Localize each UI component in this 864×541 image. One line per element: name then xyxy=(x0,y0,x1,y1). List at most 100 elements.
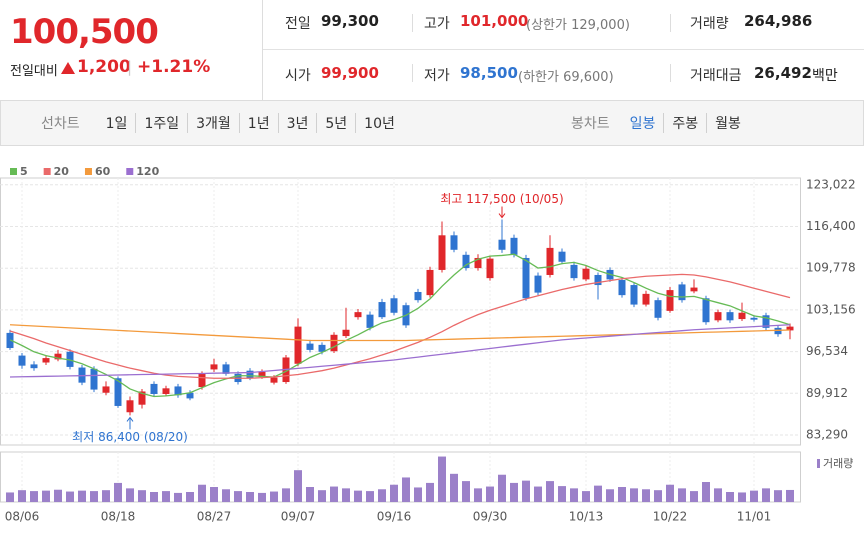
volume-bar xyxy=(354,490,362,502)
stat-label: 저가 xyxy=(424,68,450,84)
tab[interactable]: 3개월 xyxy=(187,113,239,133)
candle-body xyxy=(210,364,218,370)
candle-body xyxy=(366,314,374,328)
tab[interactable]: 5년 xyxy=(316,113,355,133)
volume-bar xyxy=(534,486,542,502)
candle-body xyxy=(354,312,362,318)
volume-bar xyxy=(150,492,158,502)
volume-bar xyxy=(498,474,506,502)
candle-body xyxy=(714,312,722,321)
volume-bar xyxy=(318,490,326,502)
candle-body xyxy=(342,329,350,337)
tab[interactable]: 1년 xyxy=(238,113,278,133)
volume-bar xyxy=(702,482,710,502)
legend-label: 120 xyxy=(136,165,159,178)
legend-swatch xyxy=(817,459,820,468)
divider: | xyxy=(127,58,133,76)
tab[interactable]: 3년 xyxy=(277,113,317,133)
volume-bar xyxy=(690,491,698,502)
legend-label: 20 xyxy=(54,165,70,178)
volume-bar xyxy=(606,489,614,502)
legend-label: 60 xyxy=(95,165,111,178)
candle-body xyxy=(498,239,506,250)
separator xyxy=(670,64,671,82)
ma-line xyxy=(9,324,791,342)
volume-bar xyxy=(186,492,194,502)
tab[interactable]: 10년 xyxy=(355,113,403,133)
stat-label: 거래대금 xyxy=(690,68,742,84)
stat-label: 거래량 xyxy=(690,16,729,32)
volume-bar xyxy=(618,487,626,502)
stat-label: 전일 xyxy=(285,16,311,32)
candle-body xyxy=(558,251,566,262)
candle-body xyxy=(90,368,98,390)
tab[interactable]: 1주일 xyxy=(135,113,187,133)
plot-frame xyxy=(0,177,801,446)
volume-bar xyxy=(654,490,662,502)
volume-bar xyxy=(126,488,134,502)
volume-bar xyxy=(762,488,770,502)
tab[interactable]: 일봉 xyxy=(629,116,656,132)
volume-bar xyxy=(390,484,398,502)
volume-bar xyxy=(18,490,26,502)
volume-bar xyxy=(474,488,482,502)
candle-body xyxy=(258,371,266,377)
tab[interactable]: 1일 xyxy=(105,116,128,132)
y-tick-label: 89,912 xyxy=(806,386,848,400)
x-tick-label: 09/07 xyxy=(281,510,316,524)
low-annotation: 최저 86,400 (08/20) xyxy=(72,430,188,444)
tab[interactable]: 월봉 xyxy=(706,113,749,133)
volume-bar xyxy=(414,487,422,502)
candle-body xyxy=(570,264,578,279)
volume-bar xyxy=(642,489,650,502)
legend-swatch xyxy=(84,168,92,175)
candle-body xyxy=(438,235,446,270)
candle-body xyxy=(486,258,494,279)
stat-label: 시가 xyxy=(285,68,311,84)
candle-body xyxy=(738,312,746,320)
candle-body xyxy=(150,383,158,394)
legend-label: 거래량 xyxy=(823,457,853,470)
volume-bar xyxy=(270,491,278,502)
candle-body xyxy=(114,378,122,406)
ma-line xyxy=(9,273,791,379)
candle-body xyxy=(474,257,482,269)
ma-line xyxy=(9,324,791,378)
candle-body xyxy=(654,300,662,318)
candle-body xyxy=(318,344,326,352)
x-tick-label: 09/16 xyxy=(377,510,412,524)
y-tick-label: 123,022 xyxy=(806,177,856,191)
volume-bar xyxy=(426,482,434,502)
volume-frame xyxy=(0,451,801,503)
volume-bar xyxy=(54,489,62,502)
candle-body xyxy=(546,247,554,275)
candle-body xyxy=(534,275,542,293)
volume-bar xyxy=(162,491,170,502)
candle-body xyxy=(390,298,398,313)
candle-body xyxy=(678,284,686,301)
separator xyxy=(263,49,864,50)
candle-body xyxy=(42,358,50,363)
candle-body xyxy=(198,373,206,388)
x-tick-label: 10/22 xyxy=(653,510,688,524)
price: 100,500 xyxy=(10,12,159,52)
change-rate: +1.21% xyxy=(137,57,211,77)
volume-bar xyxy=(258,492,266,502)
candle-body xyxy=(594,274,602,286)
stat-value: 264,986 xyxy=(744,12,813,30)
volume-bar xyxy=(378,489,386,502)
volume-bar xyxy=(246,492,254,502)
stat-value: 101,000 xyxy=(460,12,529,30)
legend-swatch xyxy=(43,168,51,175)
volume-bar xyxy=(462,481,470,502)
volume-bar xyxy=(774,490,782,502)
high-annotation: 최고 117,500 (10/05) xyxy=(440,192,563,206)
tab-group-label: 봉차트 xyxy=(571,116,610,132)
volume-bar xyxy=(726,492,734,502)
volume-bar xyxy=(66,491,74,502)
volume-bar xyxy=(522,480,530,502)
volume-bar xyxy=(30,491,38,502)
volume-bar xyxy=(78,490,86,502)
tab[interactable]: 주봉 xyxy=(663,113,706,133)
